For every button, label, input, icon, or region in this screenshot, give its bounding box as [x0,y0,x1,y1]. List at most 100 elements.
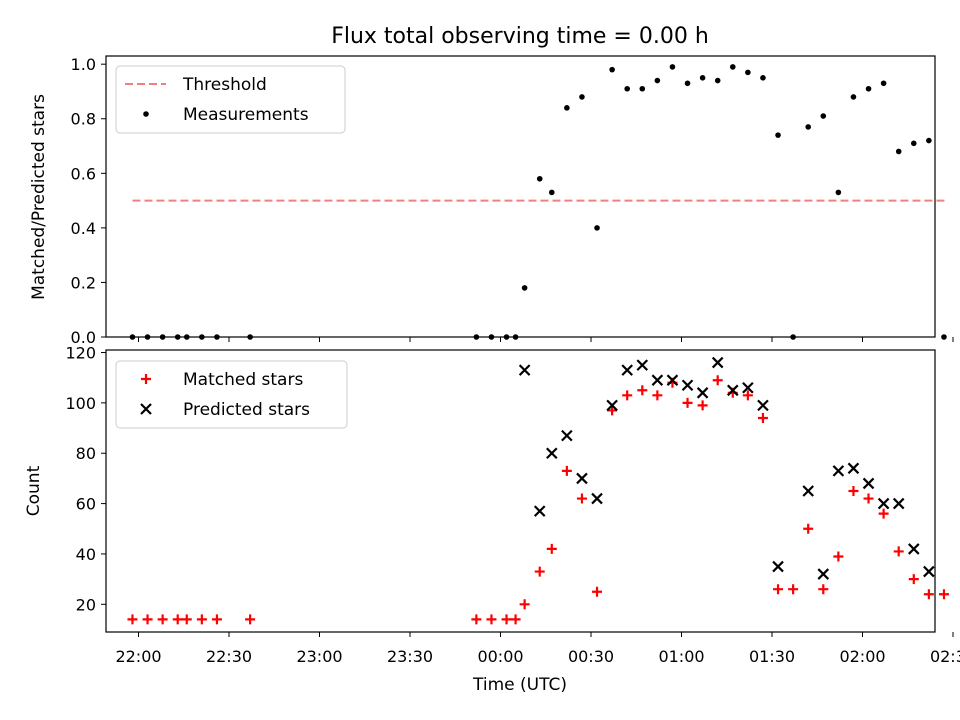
matched-star-point [923,589,934,600]
matched-star-point [818,584,829,595]
x-tick-label: 00:00 [477,647,523,666]
matched-star-point [486,614,497,625]
matched-star-point [211,614,222,625]
predicted-star-point [923,565,935,578]
measurement-point [609,66,615,73]
measurement-point [775,132,781,138]
predicted-star-point [711,356,724,369]
y-tick-label: 0.6 [71,164,96,183]
matched-star-point [848,486,859,496]
matched-star-point [471,614,482,625]
matched-star-point [592,586,603,597]
x-tick-label: 02:00 [839,647,885,666]
matched-star-point [576,493,587,504]
predicted-star-point [862,477,875,490]
matched-star-point [938,589,949,600]
matched-star-point [682,397,693,408]
bottom-panel: 20 40 60 80 100 120 Count Matched stars Predic… [24,344,949,633]
measurement-point [699,75,706,81]
predicted-star-point [606,399,618,412]
measurement-point [684,80,691,87]
y-tick-label: 20 [76,595,96,614]
matched-star-point [127,614,138,625]
predicted-star-point [518,364,531,376]
x-tick-label: 01:00 [658,647,704,666]
measurement-point [850,94,857,100]
legend-predicted-swatch [140,403,152,415]
matched-star-point [510,614,521,625]
matched-star-point [519,599,530,610]
y-tick-label: 60 [76,495,96,514]
legend-threshold-label: Threshold [182,75,267,95]
matched-star-point [172,614,183,625]
matched-star-point [697,400,708,411]
measurement-point [594,225,600,231]
matched-star-point [142,614,153,625]
predicted-star-point [591,492,603,505]
top-axes-frame [105,55,936,338]
top-y-axis-label: Matched/Predicted stars [29,94,49,300]
measurement-point [835,189,842,196]
matched-star-point [607,405,618,416]
measurement-point [865,85,872,92]
matched-star-point [181,614,192,625]
legend-measurements-swatch [143,111,149,117]
y-tick-label: 1.0 [71,55,96,74]
y-tick-label: 100 [65,394,96,413]
legend-predicted-label: Predicted stars [183,400,310,420]
top-panel: 0.0 0.2 0.4 0.6 0.8 1.0 Matched/Predicted sta… [29,55,947,347]
matched-star-point [501,614,512,625]
matched-star-point [773,584,784,595]
predicted-star-point [877,497,890,510]
predicted-star-point [696,387,709,399]
top-legend: Threshold Measurements [115,65,346,134]
predicted-star-point [772,560,784,573]
measurement-point [579,94,585,100]
y-tick-label: 0.4 [71,219,96,238]
predicted-star-point [892,497,905,510]
y-tick-label: 80 [76,444,96,463]
predicted-star-point [533,505,546,517]
measurement-point [805,124,811,130]
measurement-point [729,64,736,70]
predicted-star-point [742,381,754,394]
bottom-axes-frame [105,349,936,633]
predicted-star-point [651,374,664,386]
matched-star-point [622,390,633,401]
predicted-star-point [561,429,573,442]
x-tick-label: 02:30 [930,647,960,666]
matched-star-point [742,390,753,401]
bottom-y-axis-label: Count [24,465,44,516]
y-tick-label: 0.2 [71,273,96,292]
top-legend-box [115,65,346,134]
measurement-point [745,69,751,76]
predicted-star-point [908,543,920,555]
matched-star-point [652,390,663,401]
matched-star-point [788,584,799,595]
matched-star-point [245,614,256,625]
matched-star-point [637,385,648,396]
matched-star-point [546,543,557,554]
y-tick-label: 40 [76,545,96,564]
y-tick-label: 0.8 [71,110,96,129]
matched-star-point [534,566,545,577]
predicted-star-point [576,472,588,485]
predicted-star-point [802,485,814,497]
x-tick-label: 23:30 [387,647,433,666]
measurement-point [521,285,528,291]
measurement-point [654,77,661,84]
predicted-star-point [727,384,739,397]
predicted-star-point [757,399,769,412]
predicted-star-point [636,359,649,371]
measurement-point [548,189,555,196]
measurement-point [624,85,630,92]
legend-matched-label: Matched stars [183,370,303,390]
matched-star-point [878,508,889,519]
bottom-legend: Matched stars Predicted stars [115,360,348,429]
measurement-point [880,80,887,87]
measurement-point [941,334,947,340]
measurement-point [910,140,917,147]
predicted-star-point [847,462,860,475]
matched-star-point [196,614,207,625]
